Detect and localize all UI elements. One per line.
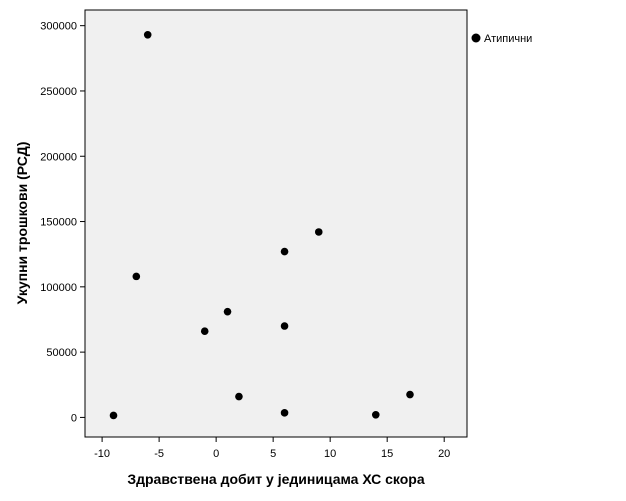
- data-point: [280, 409, 289, 417]
- data-point: [406, 390, 414, 399]
- legend-marker: [471, 33, 481, 43]
- y-tick-label: 0: [71, 412, 77, 424]
- legend: Атипични: [471, 33, 532, 45]
- x-tick-label: -10: [94, 448, 110, 460]
- x-tick-label: 20: [438, 448, 450, 460]
- data-point: [223, 307, 232, 316]
- y-tick-label: 200000: [40, 151, 77, 163]
- data-point: [143, 31, 152, 39]
- data-point: [280, 322, 289, 330]
- y-axis-title: Укупни трошкови (РСД): [14, 142, 30, 305]
- y-tick-label: 50000: [46, 347, 77, 359]
- data-point: [132, 272, 141, 281]
- legend-label: Атипични: [484, 33, 532, 45]
- x-tick-label: 15: [381, 448, 393, 460]
- data-point: [371, 411, 380, 419]
- y-tick-label: 250000: [40, 86, 77, 98]
- y-tick-label: 100000: [40, 282, 77, 294]
- data-point: [314, 228, 323, 236]
- data-point: [200, 327, 209, 336]
- plot-area: [84, 9, 468, 438]
- y-tick-label: 150000: [40, 217, 77, 229]
- x-tick-label: 10: [324, 448, 336, 460]
- data-point: [280, 247, 289, 256]
- data-point: [235, 392, 243, 401]
- x-tick-label: -5: [154, 448, 164, 460]
- y-tick-label: 300000: [40, 21, 77, 33]
- x-axis-title: Здравствена добит у јединицама ХС скора: [127, 471, 425, 487]
- data-points: [109, 31, 414, 420]
- data-point: [109, 411, 118, 420]
- x-tick-label: 5: [270, 448, 276, 460]
- y-axis: 0 50000 100000 150000 200000 250000 300000: [40, 21, 85, 424]
- x-axis: -10 -5 0 5 10 15 20: [94, 437, 450, 460]
- x-tick-label: 0: [213, 448, 219, 460]
